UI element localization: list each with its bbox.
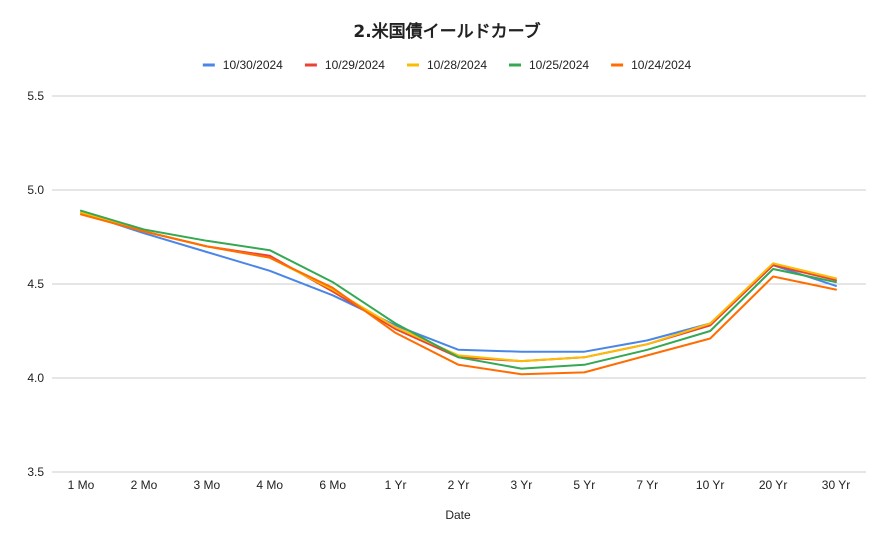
x-tick-label: 3 Mo <box>193 478 220 492</box>
x-tick-label: 20 Yr <box>759 478 787 492</box>
x-tick-label: 30 Yr <box>822 478 850 492</box>
x-tick-label: 6 Mo <box>319 478 346 492</box>
legend-label: 10/30/2024 <box>223 58 283 72</box>
series-line <box>80 213 837 376</box>
legend-item: 10/28/2024 <box>407 58 487 72</box>
legend-item: 10/30/2024 <box>202 58 283 72</box>
gridlines <box>52 95 866 473</box>
legend: 10/30/2024 10/29/2024 10/28/2024 10/25/2024… <box>202 58 691 72</box>
legend-item: 10/29/2024 <box>304 58 385 72</box>
x-tick-label: 2 Mo <box>131 478 158 492</box>
legend-item: 10/25/2024 <box>509 58 589 72</box>
y-tick-label: 3.5 <box>27 465 44 479</box>
x-tick-label: 1 Yr <box>385 478 407 492</box>
legend-label: 10/29/2024 <box>325 58 385 72</box>
x-tick-label: 3 Yr <box>511 478 533 492</box>
x-axis-ticks: 1 Mo 2 Mo 3 Mo 4 Mo 6 Mo 1 Yr 2 Yr 3 Yr 5 Yr 7 Yr… <box>68 478 851 492</box>
series-line <box>80 211 837 363</box>
legend-label: 10/24/2024 <box>631 58 691 72</box>
y-tick-label: 5.5 <box>27 89 44 103</box>
x-tick-label: 5 Yr <box>573 478 595 492</box>
x-tick-label: 10 Yr <box>696 478 724 492</box>
y-tick-label: 5.0 <box>27 183 44 197</box>
x-axis-label: Date <box>445 508 471 522</box>
y-axis-ticks: 3.5 4.0 4.5 5.0 5.5 <box>27 89 44 479</box>
x-tick-label: 7 Yr <box>636 478 658 492</box>
legend-label: 10/28/2024 <box>427 58 487 72</box>
series-line <box>80 209 837 370</box>
series-lines <box>80 209 837 376</box>
x-tick-label: 2 Yr <box>448 478 470 492</box>
series-line <box>80 211 837 353</box>
y-tick-label: 4.5 <box>27 277 44 291</box>
legend-label: 10/25/2024 <box>529 58 589 72</box>
legend-item: 10/24/2024 <box>611 58 691 72</box>
x-tick-label: 4 Mo <box>256 478 283 492</box>
chart-title: 2.米国債イールドカーブ <box>353 21 540 42</box>
y-tick-label: 4.0 <box>27 371 44 385</box>
x-tick-label: 1 Mo <box>68 478 95 492</box>
series-line <box>80 211 837 363</box>
